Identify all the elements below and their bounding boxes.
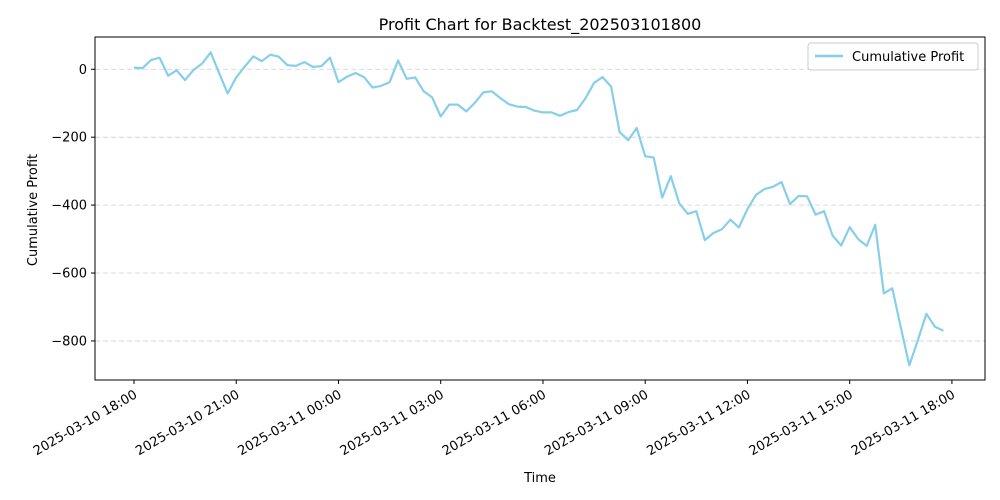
y-tick-label: −400 bbox=[51, 199, 87, 214]
x-axis-title: Time bbox=[523, 471, 556, 486]
y-axis-ticks: 0 −200 −400 −600 −800 bbox=[51, 63, 95, 349]
grid-lines bbox=[95, 68, 985, 342]
x-tick-label: 2025-03-10 21:00 bbox=[133, 387, 242, 459]
y-tick-label: −600 bbox=[51, 267, 87, 282]
series-layer bbox=[133, 51, 944, 367]
x-tick-label: 2025-03-11 00:00 bbox=[236, 387, 345, 459]
x-tick-label: 2025-03-10 18:00 bbox=[31, 387, 140, 459]
y-tick-label: −800 bbox=[51, 334, 87, 349]
chart-title: Profit Chart for Backtest_202503101800 bbox=[379, 15, 702, 35]
legend: Cumulative Profit bbox=[807, 42, 979, 71]
x-tick-label: 2025-03-11 06:00 bbox=[440, 387, 549, 459]
y-tick-label: −200 bbox=[51, 131, 87, 146]
y-axis-title: Cumulative Profit bbox=[26, 154, 41, 266]
plot-frame bbox=[94, 36, 986, 381]
series-line-cumulative-profit bbox=[133, 51, 944, 367]
x-tick-label: 2025-03-11 09:00 bbox=[542, 387, 651, 459]
legend-box bbox=[807, 42, 979, 71]
x-tick-label: 2025-03-11 15:00 bbox=[747, 387, 856, 459]
y-tick-label: 0 bbox=[79, 63, 87, 78]
legend-label: Cumulative Profit bbox=[852, 50, 964, 65]
x-tick-label: 2025-03-11 03:00 bbox=[338, 387, 447, 459]
x-tick-label: 2025-03-11 18:00 bbox=[849, 387, 958, 459]
x-tick-label: 2025-03-11 12:00 bbox=[644, 387, 753, 459]
